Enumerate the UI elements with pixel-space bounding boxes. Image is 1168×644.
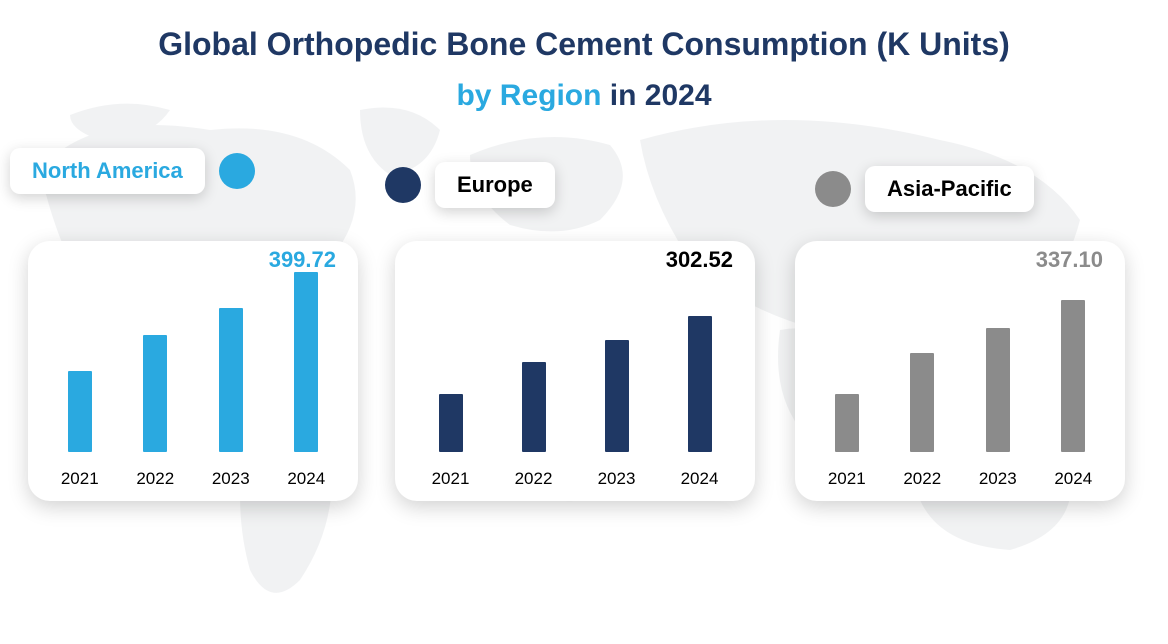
region-label-eu: Europe: [435, 162, 555, 208]
region-label-na: North America: [10, 148, 205, 194]
peak-label-na: 399.72: [269, 247, 336, 273]
chart-card-eu: 302.52 2021 2022 2023 2024: [395, 241, 755, 501]
chart-bar: [986, 328, 1010, 452]
xaxis-tick: 2021: [50, 469, 110, 489]
region-dot-icon-ap: [815, 171, 851, 207]
xaxis-tick: 2024: [670, 469, 730, 489]
region-label-row-na: North America: [10, 141, 370, 201]
bars-area-na: [42, 273, 344, 453]
xaxis-tick: 2022: [892, 469, 952, 489]
chart-bar: [1061, 300, 1085, 452]
title-line1: Global Orthopedic Bone Cement Consumptio…: [0, 26, 1168, 63]
region-label-row-ap: Asia-Pacific: [815, 159, 1145, 219]
xaxis-ap: 2021 2022 2023 2024: [809, 469, 1111, 489]
xaxis-tick: 2021: [421, 469, 481, 489]
xaxis-tick: 2022: [504, 469, 564, 489]
title-block: Global Orthopedic Bone Cement Consumptio…: [0, 0, 1168, 113]
xaxis-tick: 2023: [201, 469, 261, 489]
region-label-ap: Asia-Pacific: [865, 166, 1034, 212]
chart-card-na: 399.72 2021 2022 2023 2024: [28, 241, 358, 501]
region-north-america: North America 399.72 2021 2022 2023 2024: [10, 141, 370, 501]
chart-bar: [688, 316, 712, 452]
chart-bar: [294, 272, 318, 452]
peak-label-ap: 337.10: [1036, 247, 1103, 273]
xaxis-tick: 2023: [968, 469, 1028, 489]
chart-bar: [439, 394, 463, 453]
chart-bar: [910, 353, 934, 452]
chart-bar: [522, 362, 546, 452]
region-label-row-eu: Europe: [385, 155, 775, 215]
xaxis-na: 2021 2022 2023 2024: [42, 469, 344, 489]
peak-label-eu: 302.52: [666, 247, 733, 273]
region-asia-pacific: Asia-Pacific 337.10 2021 2022 2023 2024: [785, 141, 1145, 501]
chart-card-ap: 337.10 2021 2022 2023 2024: [795, 241, 1125, 501]
bars-area-eu: [409, 273, 741, 453]
title-accent: by Region: [456, 79, 601, 112]
xaxis-tick: 2023: [587, 469, 647, 489]
xaxis-tick: 2024: [1043, 469, 1103, 489]
title-rest: in 2024: [601, 79, 711, 112]
xaxis-tick: 2022: [125, 469, 185, 489]
region-dot-icon-eu: [385, 167, 421, 203]
xaxis-tick: 2024: [276, 469, 336, 489]
xaxis-tick: 2021: [817, 469, 877, 489]
chart-bar: [68, 371, 92, 452]
chart-bar: [219, 308, 243, 452]
chart-bar: [835, 394, 859, 453]
chart-bar: [143, 335, 167, 452]
chart-bar: [605, 340, 629, 453]
xaxis-eu: 2021 2022 2023 2024: [409, 469, 741, 489]
title-line2: by Region in 2024: [0, 79, 1168, 113]
region-europe: Europe 302.52 2021 2022 2023 2024: [375, 141, 775, 501]
regions-row: North America 399.72 2021 2022 2023 2024 Eu…: [0, 141, 1168, 501]
region-dot-icon-na: [219, 153, 255, 189]
bars-area-ap: [809, 273, 1111, 453]
